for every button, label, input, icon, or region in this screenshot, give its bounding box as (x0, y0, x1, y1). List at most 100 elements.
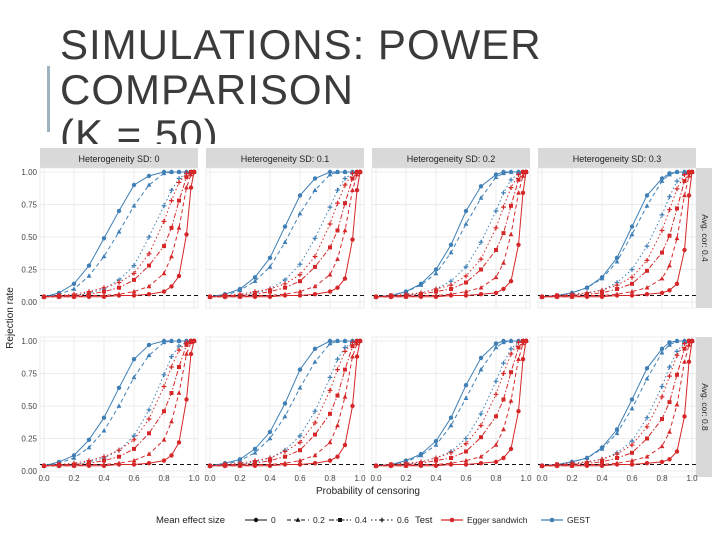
series-point (146, 342, 152, 348)
series-point (569, 291, 575, 297)
series-point (101, 292, 107, 298)
x-tick-label: 0.6 (128, 474, 140, 483)
series-point (357, 169, 363, 175)
series-point (520, 190, 526, 195)
series-point (644, 203, 650, 208)
x-tick-label: 0.8 (158, 474, 170, 483)
series-point (569, 460, 575, 466)
series-point (252, 289, 258, 294)
series-point (116, 385, 122, 390)
series-point (674, 338, 680, 343)
series-point (312, 176, 318, 181)
series-point (87, 292, 91, 297)
series-point (86, 263, 92, 268)
series-point (131, 437, 137, 443)
series-line (44, 171, 195, 298)
series-point (418, 282, 424, 287)
series-point (433, 438, 439, 444)
series-point (644, 292, 650, 297)
series-point (267, 429, 273, 435)
series-point (448, 460, 454, 465)
series-line (542, 171, 693, 298)
series-point (327, 388, 333, 393)
series-line (376, 171, 527, 298)
series-point (629, 224, 635, 229)
series-point (86, 273, 92, 278)
series-point (682, 341, 687, 346)
series-point (312, 420, 318, 426)
series-point (117, 454, 121, 459)
series-point (312, 359, 318, 364)
series-point (667, 172, 672, 177)
series-point (176, 347, 182, 353)
x-tick-label: 0.2 (566, 474, 578, 483)
series-line (375, 340, 526, 467)
series-point (501, 455, 506, 461)
series-point (630, 281, 634, 286)
series-point (478, 367, 484, 372)
series-point (169, 364, 174, 370)
series-point (335, 367, 340, 372)
legend-effect-label: 0.6 (397, 515, 409, 525)
panel-title: Heterogeneity SD: 0.1 (241, 154, 330, 164)
series-point (629, 397, 635, 402)
series-point (342, 169, 348, 174)
series-point (169, 253, 174, 259)
series-point (327, 289, 333, 294)
x-tick-label: 0.8 (324, 474, 336, 483)
x-tick-label: 0.0 (38, 474, 50, 483)
series-point (252, 446, 258, 452)
series-line (375, 340, 526, 467)
series-point (169, 284, 174, 289)
series-point (644, 424, 650, 430)
series-point (184, 339, 189, 345)
series-line (542, 340, 693, 467)
series-point (478, 423, 484, 428)
series-point (478, 454, 484, 459)
series-point (464, 280, 468, 285)
series-point (463, 458, 469, 463)
series-point (644, 258, 650, 263)
series-point (501, 426, 506, 432)
series-point (297, 367, 303, 372)
series-point (328, 245, 332, 250)
series-point (520, 357, 526, 362)
series-line (209, 340, 360, 467)
series-point (131, 293, 137, 298)
series-point (297, 211, 303, 216)
series-point (335, 422, 340, 428)
series-point (169, 225, 174, 230)
series-point (350, 403, 355, 409)
series-point (478, 184, 484, 189)
series-point (267, 255, 273, 260)
series-point (297, 440, 303, 445)
series-point (297, 433, 303, 439)
series-point (184, 342, 189, 347)
x-tick-label: 0.6 (294, 474, 306, 483)
series-point (253, 461, 257, 466)
series-point (479, 435, 483, 440)
x-tick-label: 0.2 (234, 474, 246, 483)
series-point (176, 273, 182, 279)
series-point (478, 355, 484, 361)
series-point (644, 461, 650, 466)
series-point (71, 460, 77, 466)
legend-effect-label: 0.4 (355, 515, 367, 525)
series-point (463, 208, 469, 214)
series-point (463, 395, 469, 400)
x-tick-label: 1.0 (188, 474, 200, 483)
series-point (267, 435, 273, 441)
series-point (614, 460, 620, 465)
series-point (629, 267, 635, 272)
panel-title: Heterogeneity SD: 0 (78, 154, 159, 164)
series-point (644, 366, 650, 371)
x-tick-label: 0.6 (460, 474, 472, 483)
series-point (342, 349, 348, 354)
series-point (523, 338, 529, 344)
series-point (176, 338, 182, 343)
series-point (478, 256, 484, 262)
series-point (169, 354, 174, 359)
series-point (297, 293, 303, 298)
series-point (102, 289, 106, 294)
series-point (463, 462, 469, 467)
